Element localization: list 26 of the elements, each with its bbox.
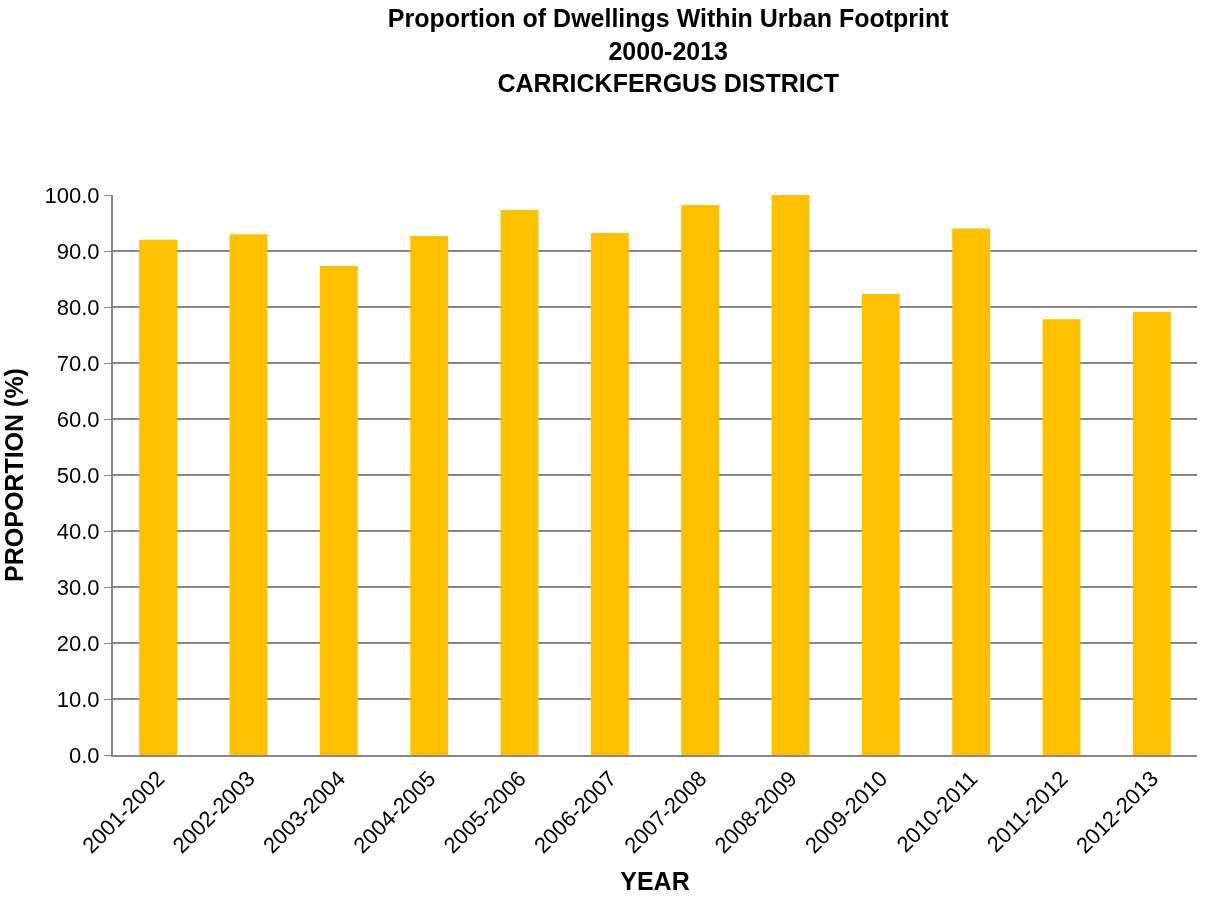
y-tick-label: 50.0 [56, 462, 100, 488]
y-tick-label: 100.0 [44, 182, 100, 208]
y-tick-label: 20.0 [56, 630, 100, 656]
bar [952, 228, 991, 755]
bar [139, 239, 178, 755]
y-tick-label: 40.0 [56, 518, 100, 544]
y-tick-label: 90.0 [56, 238, 100, 264]
y-tick-label: 60.0 [56, 406, 100, 432]
chart-title: Proportion of Dwellings Within Urban Footprint 2000-2013 CARRICKFERGUS DISTRICT [387, 4, 950, 98]
bar [500, 210, 539, 755]
bar [1132, 312, 1171, 755]
bar [1042, 319, 1081, 755]
bar [681, 205, 720, 755]
bar [590, 233, 629, 755]
bar [229, 234, 268, 755]
bar [861, 294, 900, 755]
y-axis-title: PROPORTION (%) [0, 368, 28, 582]
bar [771, 195, 810, 755]
bar [319, 266, 358, 755]
y-tick-label: 70.0 [56, 350, 100, 376]
bar [410, 235, 449, 755]
y-tick-label: 30.0 [56, 574, 100, 600]
x-axis-title: YEAR [620, 866, 690, 895]
y-tick-label: 0.0 [69, 742, 100, 768]
y-tick-label: 10.0 [56, 686, 100, 712]
y-tick-label: 80.0 [56, 294, 100, 320]
